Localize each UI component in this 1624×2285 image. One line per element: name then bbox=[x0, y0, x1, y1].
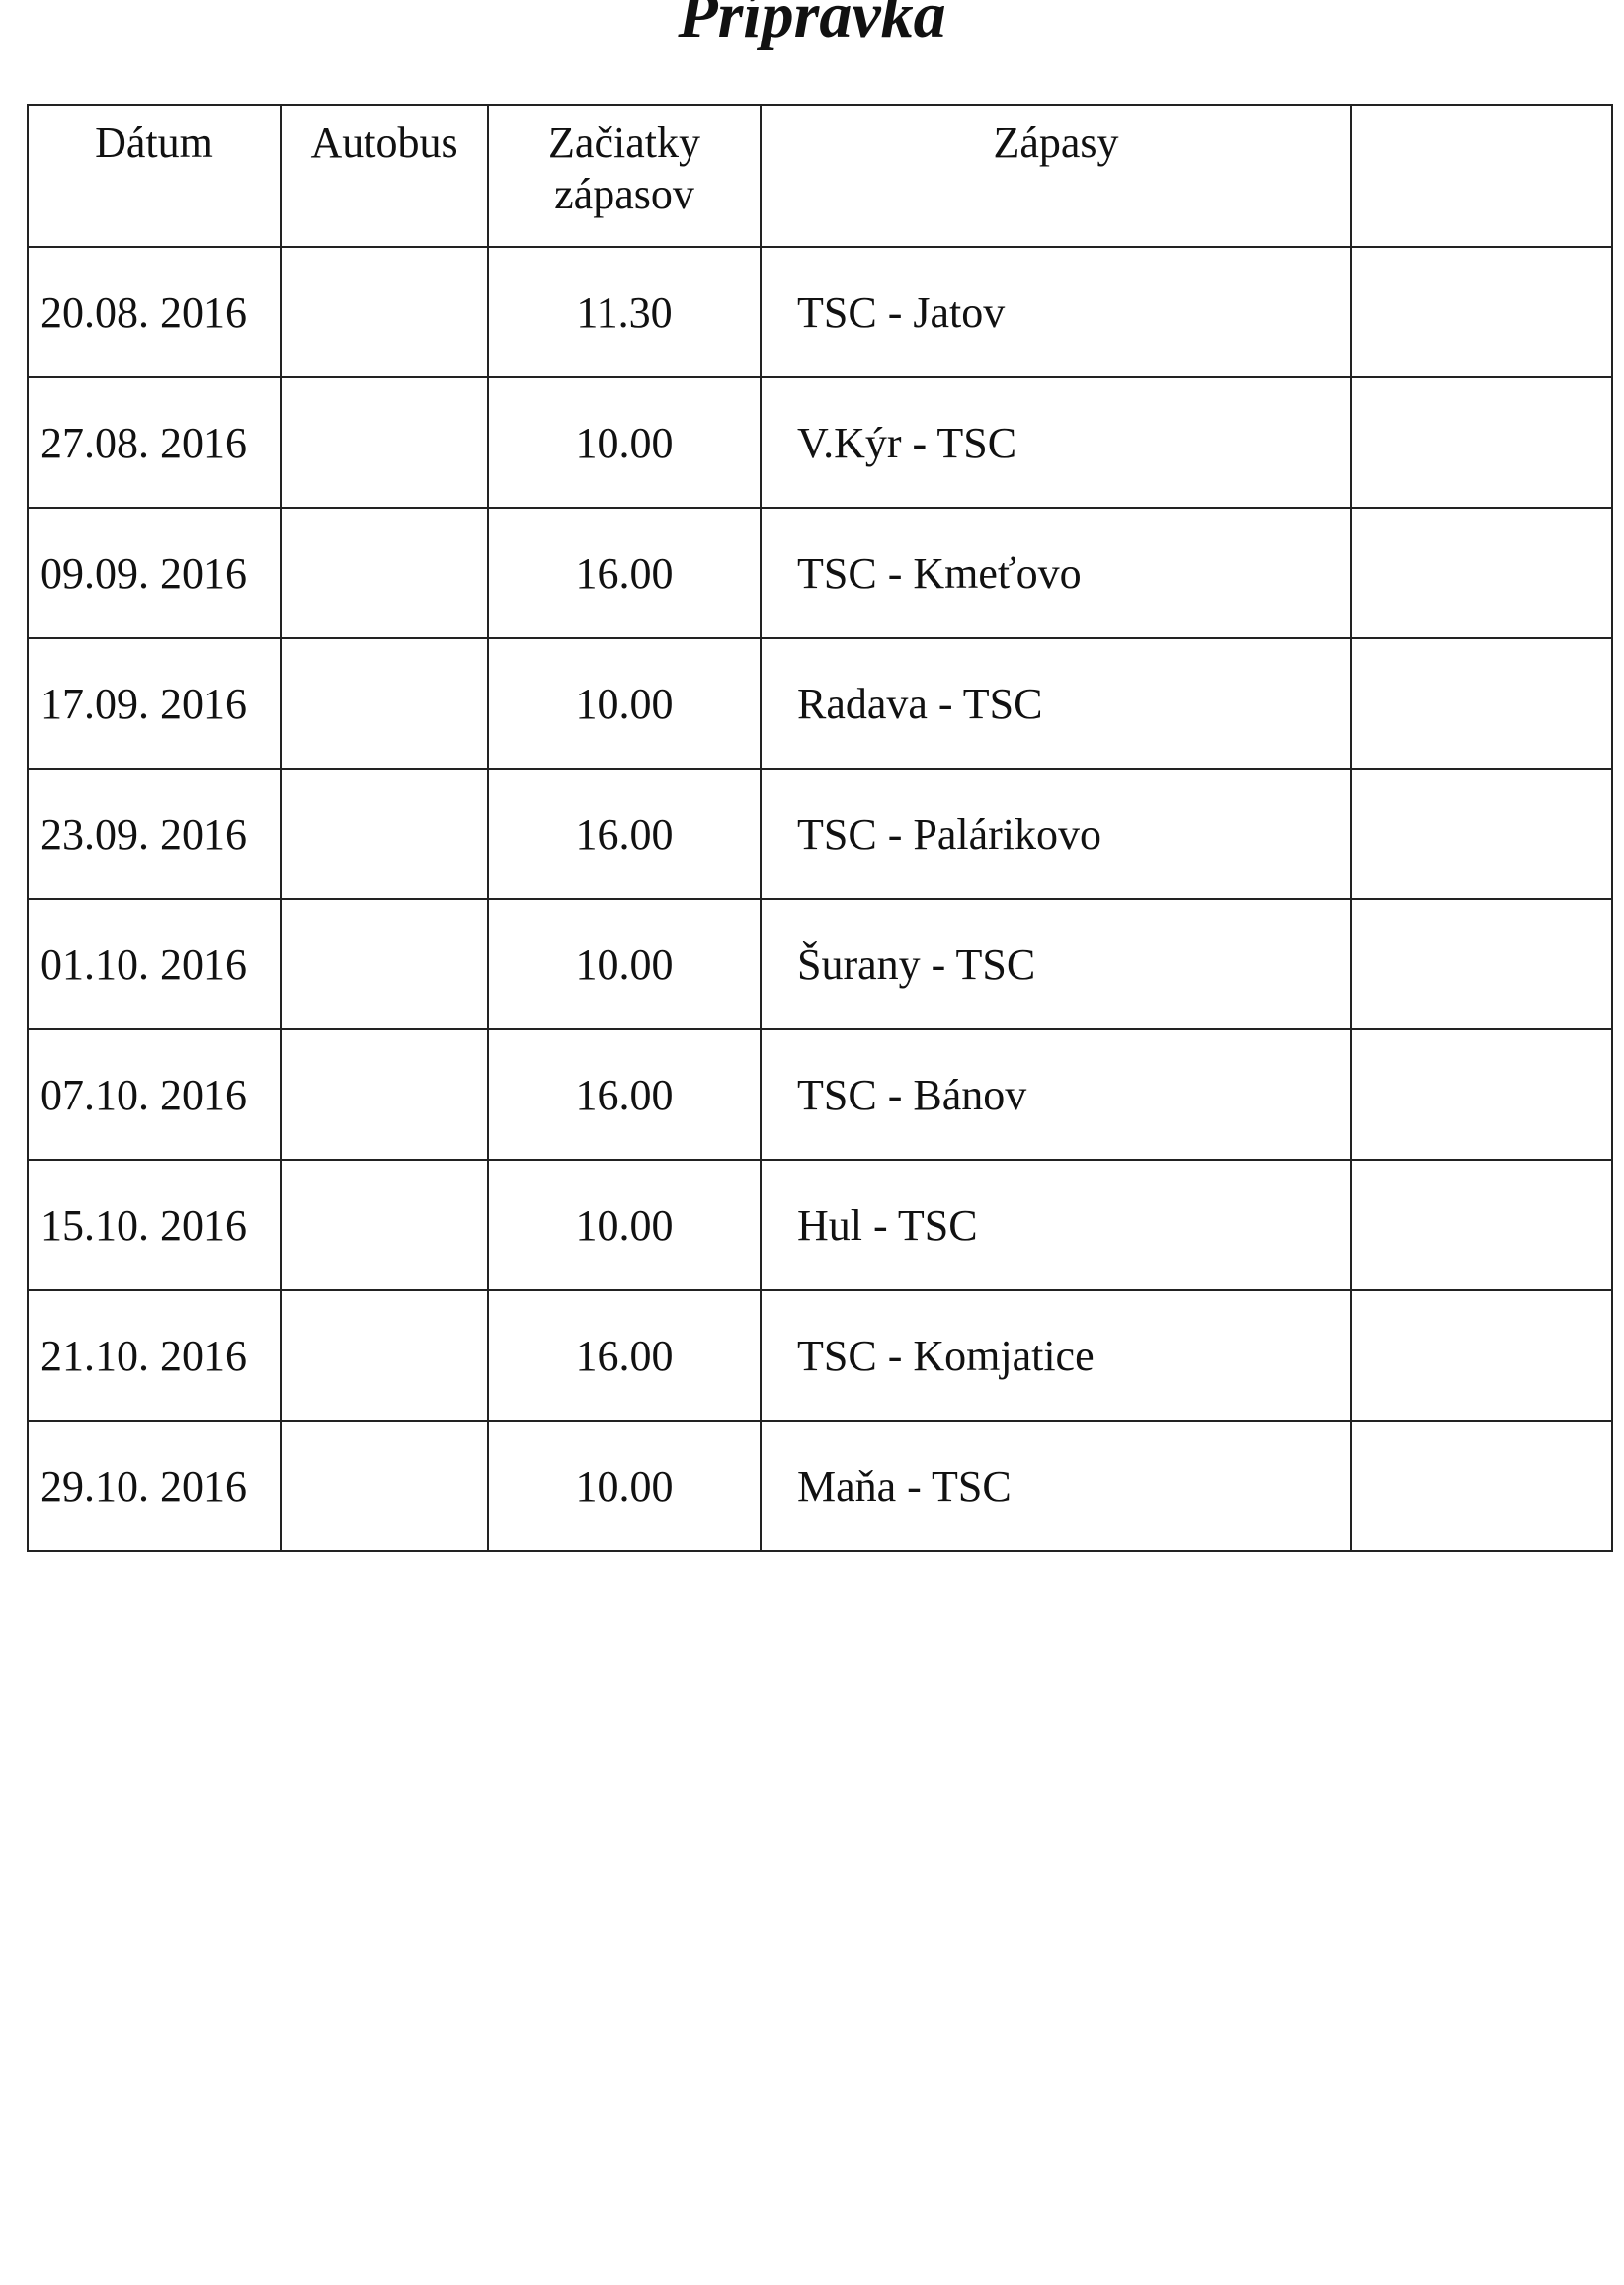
extra-cell bbox=[1350, 1028, 1613, 1161]
match-cell: TSC - Komjatice bbox=[760, 1289, 1352, 1422]
bus-cell bbox=[280, 768, 489, 900]
bus-cell bbox=[280, 637, 489, 770]
date-cell: 29.10. 2016 bbox=[27, 1420, 282, 1552]
date-cell: 27.08. 2016 bbox=[27, 376, 282, 509]
table-row: 29.10. 2016 10.00 Maňa - TSC bbox=[27, 1420, 1613, 1552]
header-time: Začiatky zápasov bbox=[487, 104, 762, 248]
date-cell: 23.09. 2016 bbox=[27, 768, 282, 900]
time-cell: 10.00 bbox=[487, 1159, 762, 1291]
page-title: Prípravka bbox=[678, 0, 946, 51]
match-cell: Radava - TSC bbox=[760, 637, 1352, 770]
extra-cell bbox=[1350, 637, 1613, 770]
match-cell: TSC - Palárikovo bbox=[760, 768, 1352, 900]
table-row: 17.09. 2016 10.00 Radava - TSC bbox=[27, 637, 1613, 770]
extra-cell bbox=[1350, 1159, 1613, 1291]
table-row: 15.10. 2016 10.00 Hul - TSC bbox=[27, 1159, 1613, 1291]
table-row: 01.10. 2016 10.00 Šurany - TSC bbox=[27, 898, 1613, 1030]
table-row: 07.10. 2016 16.00 TSC - Bánov bbox=[27, 1028, 1613, 1161]
table-row: 09.09. 2016 16.00 TSC - Kmeťovo bbox=[27, 507, 1613, 639]
bus-cell bbox=[280, 1420, 489, 1552]
match-cell: TSC - Bánov bbox=[760, 1028, 1352, 1161]
bus-cell bbox=[280, 507, 489, 639]
time-cell: 10.00 bbox=[487, 898, 762, 1030]
match-cell: Šurany - TSC bbox=[760, 898, 1352, 1030]
time-cell: 10.00 bbox=[487, 637, 762, 770]
extra-cell bbox=[1350, 246, 1613, 378]
date-cell: 07.10. 2016 bbox=[27, 1028, 282, 1161]
header-bus: Autobus bbox=[280, 104, 489, 248]
table-row: 21.10. 2016 16.00 TSC - Komjatice bbox=[27, 1289, 1613, 1422]
header-date: Dátum bbox=[27, 104, 282, 248]
bus-cell bbox=[280, 898, 489, 1030]
table-row: 27.08. 2016 10.00 V.Kýr - TSC bbox=[27, 376, 1613, 509]
header-extra bbox=[1350, 104, 1613, 248]
bus-cell bbox=[280, 376, 489, 509]
time-cell: 16.00 bbox=[487, 507, 762, 639]
date-cell: 17.09. 2016 bbox=[27, 637, 282, 770]
header-row: Dátum Autobus Začiatky zápasov Zápasy bbox=[27, 104, 1613, 248]
schedule-table: Dátum Autobus Začiatky zápasov Zápasy 20… bbox=[27, 104, 1613, 1552]
bus-cell bbox=[280, 246, 489, 378]
extra-cell bbox=[1350, 376, 1613, 509]
date-cell: 09.09. 2016 bbox=[27, 507, 282, 639]
match-cell: TSC - Jatov bbox=[760, 246, 1352, 378]
match-cell: V.Kýr - TSC bbox=[760, 376, 1352, 509]
bus-cell bbox=[280, 1289, 489, 1422]
match-cell: Hul - TSC bbox=[760, 1159, 1352, 1291]
header-match: Zápasy bbox=[760, 104, 1352, 248]
time-cell: 10.00 bbox=[487, 376, 762, 509]
time-cell: 11.30 bbox=[487, 246, 762, 378]
match-cell: TSC - Kmeťovo bbox=[760, 507, 1352, 639]
extra-cell bbox=[1350, 898, 1613, 1030]
date-cell: 15.10. 2016 bbox=[27, 1159, 282, 1291]
extra-cell bbox=[1350, 507, 1613, 639]
time-cell: 16.00 bbox=[487, 1289, 762, 1422]
extra-cell bbox=[1350, 1289, 1613, 1422]
match-cell: Maňa - TSC bbox=[760, 1420, 1352, 1552]
time-cell: 16.00 bbox=[487, 768, 762, 900]
table-row: 20.08. 2016 11.30 TSC - Jatov bbox=[27, 246, 1613, 378]
extra-cell bbox=[1350, 768, 1613, 900]
time-cell: 16.00 bbox=[487, 1028, 762, 1161]
date-cell: 20.08. 2016 bbox=[27, 246, 282, 378]
time-cell: 10.00 bbox=[487, 1420, 762, 1552]
extra-cell bbox=[1350, 1420, 1613, 1552]
bus-cell bbox=[280, 1028, 489, 1161]
date-cell: 21.10. 2016 bbox=[27, 1289, 282, 1422]
table-row: 23.09. 2016 16.00 TSC - Palárikovo bbox=[27, 768, 1613, 900]
bus-cell bbox=[280, 1159, 489, 1291]
date-cell: 01.10. 2016 bbox=[27, 898, 282, 1030]
